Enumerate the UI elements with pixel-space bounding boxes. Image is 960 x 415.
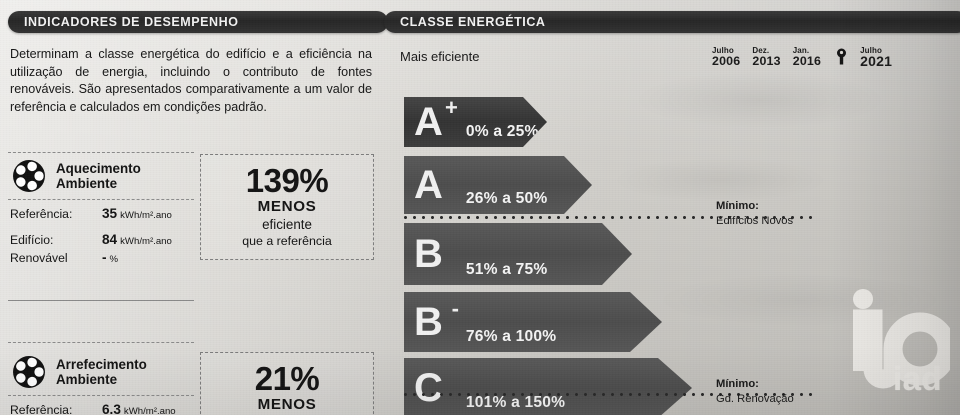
row-unit: kWh/m².ano (123, 406, 176, 415)
timeline-month: Jan. (792, 46, 810, 55)
comparison-box-aquecimento: 139% MENOS eficiente que a referência (200, 154, 374, 260)
timeline-item: Dez. 2013 (752, 46, 781, 68)
indicator-card-arrefecimento: Arrefecimento Ambiente Referência: 6.3 k… (8, 349, 194, 415)
threshold-line-edificios-novos (404, 216, 812, 219)
comparison-percent: 139% (245, 162, 329, 199)
band-range: 51% a 75% (465, 261, 548, 278)
comparison-percent: 21% (254, 360, 320, 397)
fan-icon (13, 160, 45, 192)
timeline-month: Julho (860, 46, 882, 55)
band-letter: C (414, 366, 443, 410)
section-header-indicadores: INDICADORES DE DESEMPENHO (8, 11, 388, 33)
left-panel-divider (8, 300, 194, 301)
table-row: Referência: 35 kWh/m².ano (10, 205, 194, 225)
energy-band-c: C 101% a 150% (404, 358, 692, 415)
row-label: Referência: (10, 207, 73, 221)
timeline-year: 2013 (752, 54, 781, 68)
indicator-title-line2: Ambiente (56, 372, 118, 387)
threshold-text: Gd. Renovação (716, 393, 794, 405)
row-value: - (102, 250, 107, 265)
row-unit: % (109, 254, 119, 265)
card-rule-middle (8, 199, 194, 200)
comparison-menos: MENOS (257, 396, 317, 413)
table-row: Edifício: 84 kWh/m².ano (10, 232, 194, 250)
timeline-item: Julho 2006 (712, 46, 741, 68)
row-label: Renovável (10, 251, 68, 265)
timeline-year: 2016 (792, 54, 822, 68)
band-range: 76% a 100% (465, 328, 557, 345)
band-letter: B (414, 232, 443, 276)
band-superscript: - (451, 296, 459, 321)
row-value: 6.3 (102, 402, 121, 415)
row-value: 84 (102, 232, 118, 247)
threshold-label-edificios-novos: Mínimo: Edifícios Novos (716, 199, 793, 229)
section-header-classe-energetica-label: CLASSE ENERGÉTICA (400, 15, 546, 29)
comparison-menos: MENOS (257, 198, 317, 215)
iad-wordmark: iad (893, 360, 943, 397)
indicator-values: Referência: 35 kWh/m².ano Edifício: 84 k… (8, 200, 194, 272)
indicator-title: Aquecimento Ambiente (56, 161, 141, 192)
threshold-text: Edifícios Novos (716, 215, 794, 227)
indicator-values: Referência: 6.3 kWh/m².ano (8, 396, 194, 415)
row-label: Referência: (10, 403, 73, 415)
energy-band-b: B 51% a 75% (404, 223, 632, 285)
section-header-classe-energetica: CLASSE ENERGÉTICA (384, 11, 960, 33)
key-icon (837, 48, 847, 65)
timeline-item: Jan. 2016 (792, 46, 822, 68)
band-letter: A (414, 163, 443, 207)
threshold-label-gd-renovacao: Mínimo: Gd. Renovação (716, 377, 794, 407)
timeline-item-current: Julho 2021 (860, 46, 893, 69)
row-unit: kWh/m².ano (120, 210, 172, 221)
threshold-title: Mínimo: (716, 200, 759, 212)
timeline-year: 2021 (860, 53, 893, 69)
table-row: Referência: 6.3 kWh/m².ano (10, 401, 194, 415)
card-rule-top (8, 152, 194, 153)
indicadores-intro-text: Determinam a classe energética do edifíc… (10, 47, 372, 114)
band-range: 0% a 25% (465, 123, 539, 140)
energy-band-a-plus: A + 0% a 25% (404, 97, 547, 147)
regulation-timeline: Julho 2006 Dez. 2013 Jan. 2016 Julho 202… (712, 46, 893, 69)
timeline-month: Dez. (752, 46, 770, 55)
band-letter: A + (414, 95, 458, 144)
row-value: 35 (102, 206, 118, 221)
left-panel-divider-2 (8, 342, 194, 343)
energy-band-b-minus: B- 76% a 100% (404, 292, 662, 352)
fan-icon (13, 356, 45, 388)
comparison-line2: que a referência (242, 234, 332, 248)
indicator-title-line1: Aquecimento (56, 160, 141, 176)
section-header-indicadores-label: INDICADORES DE DESEMPENHO (24, 15, 239, 29)
table-row: Renovável - % (10, 250, 194, 268)
indicator-title-row: Aquecimento Ambiente (8, 153, 194, 199)
row-label: Edifício: (10, 233, 54, 247)
energy-band-a: A 26% a 50% (404, 156, 592, 214)
indicator-title: Arrefecimento Ambiente (56, 357, 147, 388)
card-rule-middle (8, 395, 194, 396)
timeline-year: 2006 (712, 54, 741, 68)
timeline-month: Julho (712, 46, 734, 55)
indicator-title-row: Arrefecimento Ambiente (8, 349, 194, 395)
threshold-title: Mínimo: (716, 378, 759, 390)
comparison-box-arrefecimento: 21% MENOS (200, 352, 374, 415)
band-range: 101% a 150% (465, 394, 566, 411)
indicator-title-line1: Arrefecimento (56, 356, 147, 372)
comparison-line1: eficiente (262, 217, 312, 232)
scale-top-label: Mais eficiente (400, 49, 480, 64)
indicator-card-aquecimento: Aquecimento Ambiente Referência: 35 kWh/… (8, 152, 194, 272)
indicator-title-line2: Ambiente (56, 176, 118, 191)
row-unit: kWh/m².ano (120, 236, 172, 247)
band-letter: B- (414, 296, 459, 344)
threshold-line-gd-renovacao (404, 393, 812, 396)
band-range: 26% a 50% (465, 190, 548, 207)
band-superscript: + (445, 95, 458, 120)
